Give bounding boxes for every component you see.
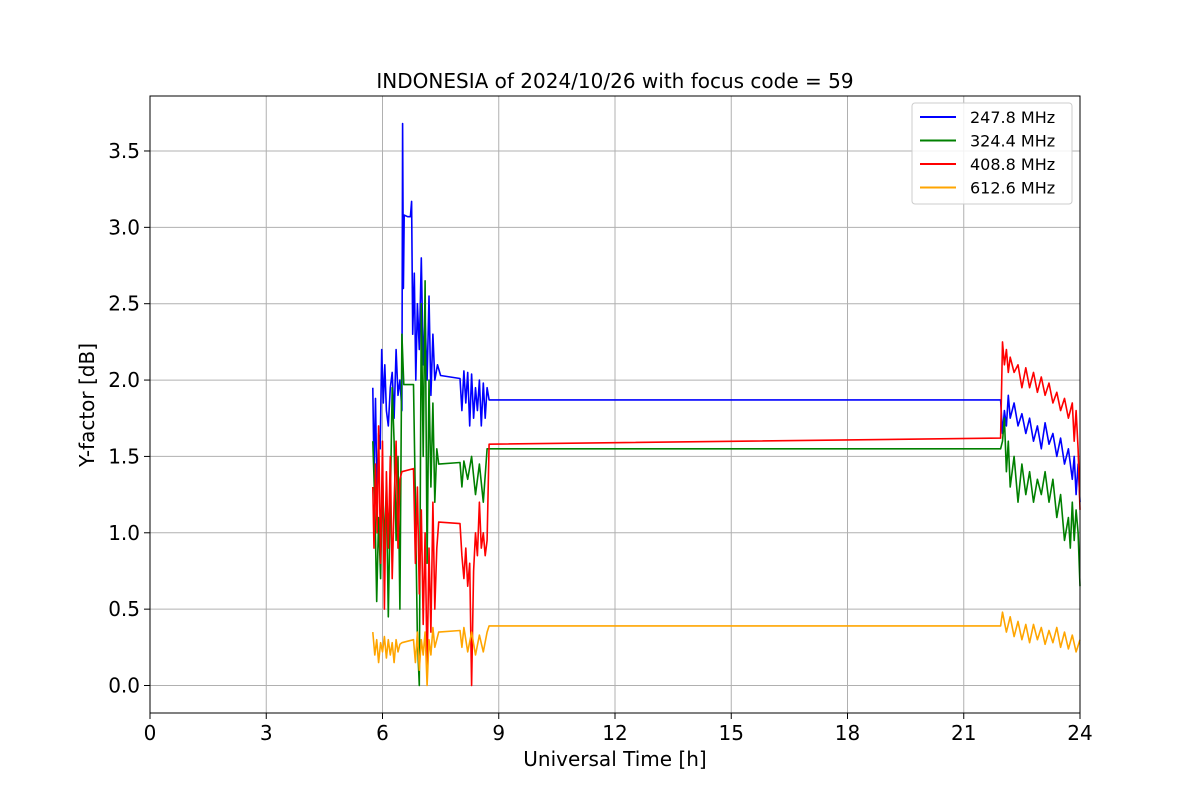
series-line-408-8-mhz (372, 341, 1081, 687)
y-axis: 0.0 0.5 1.0 1.5 2.0 2.5 3.0 3.5 (108, 139, 150, 698)
series-line-324-4-mhz (372, 279, 1081, 687)
grid (149, 96, 1081, 713)
y-tick-label: 0.0 (108, 674, 140, 698)
y-tick-label: 1.0 (108, 521, 140, 545)
x-tick-label: 9 (492, 721, 505, 745)
x-tick-label: 3 (260, 721, 273, 745)
x-tick-label: 0 (144, 721, 157, 745)
legend: 247.8 MHz 324.4 MHz 408.8 MHz 612.6 MHz (911, 102, 1073, 205)
x-tick-label: 6 (376, 721, 389, 745)
x-axis-label: Universal Time [h] (523, 747, 706, 771)
x-tick-label: 24 (1067, 721, 1092, 745)
chart-title: INDONESIA of 2024/10/26 with focus code … (376, 69, 853, 93)
x-axis: 0 3 6 9 12 15 18 21 24 (144, 713, 1093, 745)
y-axis-label: Y-factor [dB] (75, 343, 99, 468)
y-tick-label: 0.5 (108, 597, 140, 621)
x-tick-label: 21 (951, 721, 976, 745)
y-tick-label: 2.5 (108, 292, 140, 316)
x-tick-label: 15 (719, 721, 744, 745)
series-group (372, 122, 1081, 687)
y-tick-label: 2.0 (108, 368, 140, 392)
x-tick-label: 18 (835, 721, 860, 745)
legend-entry: 324.4 MHz (970, 132, 1055, 151)
legend-entry: 247.8 MHz (970, 108, 1055, 127)
legend-box (911, 102, 1073, 205)
x-tick-label: 12 (602, 721, 627, 745)
y-tick-label: 1.5 (108, 444, 140, 468)
legend-entry: 612.6 MHz (970, 179, 1055, 198)
legend-entry: 408.8 MHz (970, 155, 1055, 174)
y-tick-label: 3.0 (108, 215, 140, 239)
series-line-247-8-mhz (372, 122, 1081, 504)
y-tick-label: 3.5 (108, 139, 140, 163)
series-line-612-6-mhz (372, 611, 1081, 687)
